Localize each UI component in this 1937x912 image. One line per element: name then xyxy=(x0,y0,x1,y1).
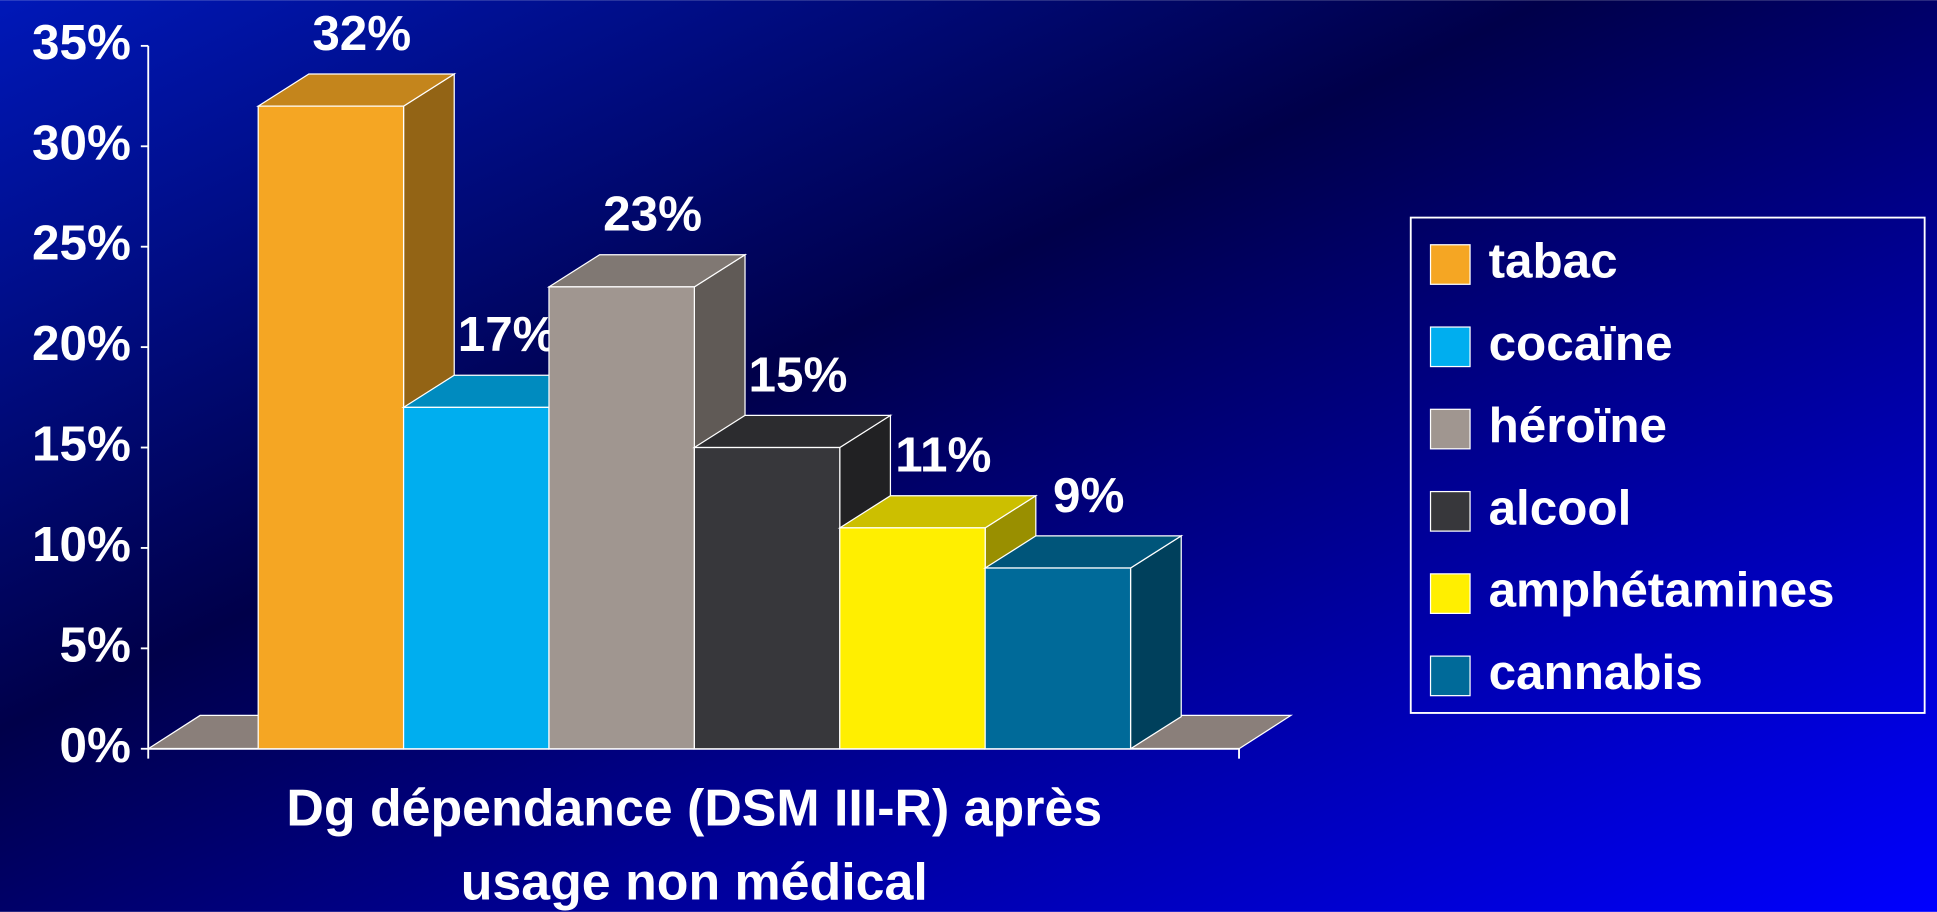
legend-label: cannabis xyxy=(1489,645,1703,700)
x-axis-label: Dg dépendance (DSM III-R) après xyxy=(286,778,1102,836)
legend-label: alcool xyxy=(1489,480,1632,535)
data-label: 23% xyxy=(603,187,702,242)
y-tick-label: 5% xyxy=(60,617,131,672)
bar xyxy=(984,567,1132,750)
legend-label: héroïne xyxy=(1489,398,1667,453)
data-label: 9% xyxy=(1053,468,1124,523)
bar xyxy=(257,105,405,750)
legend-swatch xyxy=(1429,490,1471,532)
legend-swatch xyxy=(1429,244,1471,285)
y-tick-label: 35% xyxy=(32,15,131,70)
y-tick-label: 0% xyxy=(60,718,131,773)
data-label: 32% xyxy=(312,6,411,61)
bar xyxy=(402,406,550,750)
legend-swatch xyxy=(1429,408,1471,450)
legend-label: amphétamines xyxy=(1489,563,1835,618)
legend-swatch xyxy=(1429,326,1471,368)
y-tick-label: 10% xyxy=(32,517,131,572)
legend-swatch xyxy=(1429,573,1471,614)
data-label: 17% xyxy=(458,307,557,362)
bar-side xyxy=(1129,534,1182,750)
data-label: 11% xyxy=(895,428,991,483)
bar xyxy=(548,286,695,750)
bar xyxy=(693,446,841,750)
legend-swatch xyxy=(1429,655,1471,697)
y-tick-label: 25% xyxy=(32,216,131,271)
y-tick-label: 20% xyxy=(32,316,131,371)
y-tick-label: 30% xyxy=(32,115,131,170)
legend-box xyxy=(1409,216,1926,714)
legend-label: tabac xyxy=(1489,234,1618,289)
x-axis-label: usage non médical xyxy=(461,853,928,911)
legend-label: cocaïne xyxy=(1489,316,1673,371)
data-label: 15% xyxy=(749,347,848,402)
y-tick-label: 15% xyxy=(32,417,131,472)
bar xyxy=(839,527,986,750)
